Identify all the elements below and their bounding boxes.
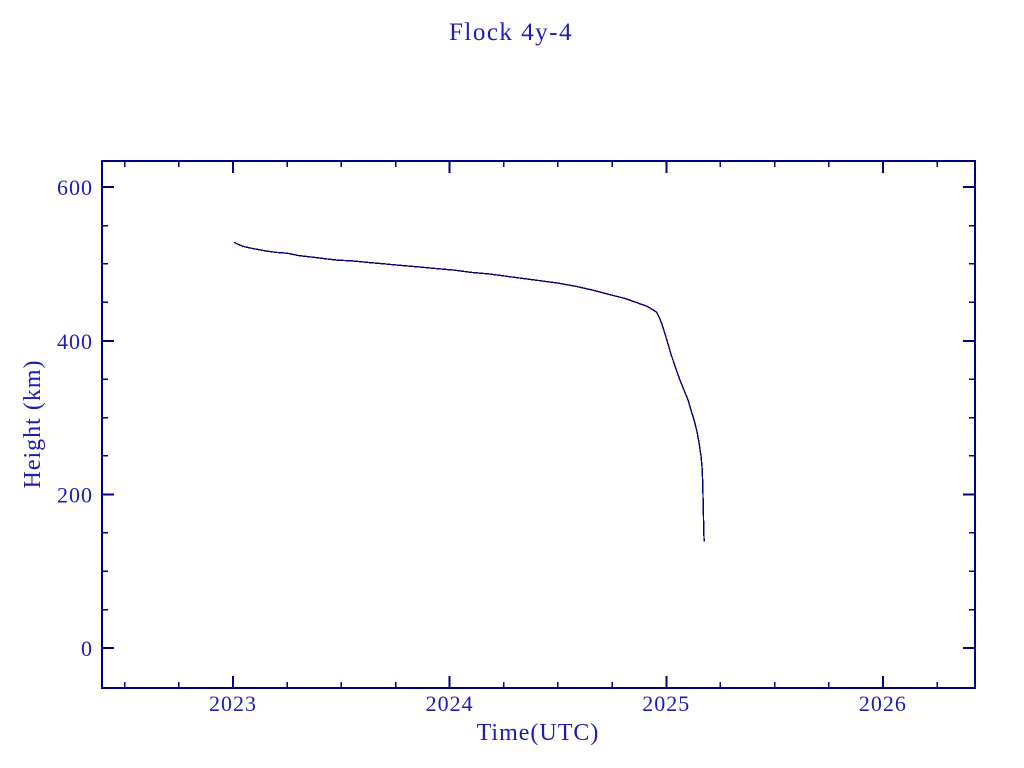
- x-axis-title: Time(UTC): [477, 720, 600, 746]
- chart-title: Flock 4y-4: [449, 19, 573, 46]
- axis-ticks: [102, 161, 975, 688]
- y-tick-label: 400: [57, 329, 93, 354]
- x-tick-label: 2025: [642, 691, 690, 716]
- x-tick-label: 2023: [209, 691, 257, 716]
- x-tick-label: 2026: [859, 691, 907, 716]
- axis-tick-labels: 2023 2024 2025 2026 0 200 400 600: [57, 175, 907, 716]
- y-tick-label: 0: [81, 636, 93, 661]
- plot-frame: [101, 160, 976, 689]
- height-series-line: [233, 241, 705, 542]
- y-axis-title: Height (km): [20, 360, 46, 489]
- x-tick-label: 2024: [426, 691, 474, 716]
- y-tick-label: 600: [57, 175, 93, 200]
- y-tick-label: 200: [57, 482, 93, 507]
